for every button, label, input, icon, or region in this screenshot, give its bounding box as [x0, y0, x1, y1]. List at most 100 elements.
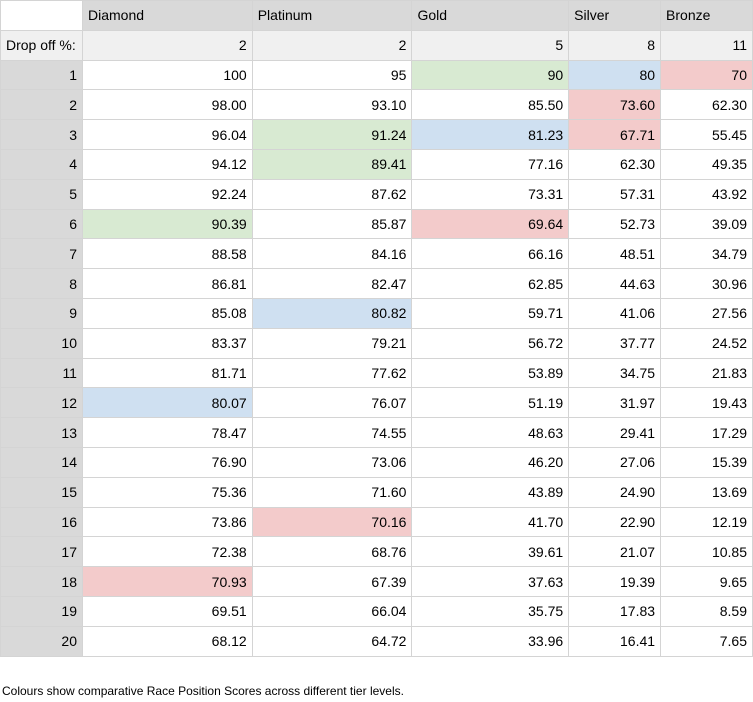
drop-off-value[interactable]: 5: [411, 29, 570, 61]
score-cell[interactable]: 87.62: [251, 178, 413, 210]
score-cell[interactable]: 69.64: [411, 208, 570, 240]
row-number[interactable]: 1: [0, 59, 83, 91]
score-cell[interactable]: 8.59: [660, 595, 753, 627]
drop-off-value[interactable]: 8: [568, 29, 662, 61]
row-number[interactable]: 2: [0, 89, 83, 121]
score-cell[interactable]: 90: [411, 59, 570, 91]
score-cell[interactable]: 24.52: [660, 327, 753, 359]
score-cell[interactable]: 84.16: [251, 238, 413, 270]
score-cell[interactable]: 67.71: [568, 119, 662, 150]
score-cell[interactable]: 22.90: [568, 506, 662, 538]
score-cell[interactable]: 62.30: [568, 148, 662, 180]
score-cell[interactable]: 68.76: [251, 536, 413, 568]
score-cell[interactable]: 86.81: [81, 268, 253, 299]
score-cell[interactable]: 72.38: [81, 536, 253, 568]
drop-off-value[interactable]: 2: [81, 29, 253, 61]
corner-cell[interactable]: [0, 0, 83, 31]
score-cell[interactable]: 55.45: [660, 119, 753, 150]
score-cell[interactable]: 80: [568, 59, 662, 91]
score-cell[interactable]: 95: [251, 59, 413, 91]
score-cell[interactable]: 81.23: [411, 119, 570, 150]
row-number[interactable]: 10: [0, 327, 83, 359]
score-cell[interactable]: 19.43: [660, 387, 753, 419]
score-cell[interactable]: 98.00: [81, 89, 253, 121]
score-cell[interactable]: 85.08: [81, 297, 253, 329]
score-cell[interactable]: 24.90: [568, 476, 662, 508]
score-cell[interactable]: 100: [81, 59, 253, 91]
score-cell[interactable]: 30.96: [660, 268, 753, 299]
score-cell[interactable]: 57.31: [568, 178, 662, 210]
score-cell[interactable]: 51.19: [411, 387, 570, 419]
score-cell[interactable]: 17.83: [568, 595, 662, 627]
score-cell[interactable]: 62.30: [660, 89, 753, 121]
score-cell[interactable]: 76.07: [251, 387, 413, 419]
score-cell[interactable]: 92.24: [81, 178, 253, 210]
score-cell[interactable]: 10.85: [660, 536, 753, 568]
score-cell[interactable]: 15.39: [660, 446, 753, 478]
score-cell[interactable]: 89.41: [251, 148, 413, 180]
score-cell[interactable]: 71.60: [251, 476, 413, 508]
score-cell[interactable]: 16.41: [568, 625, 662, 657]
score-cell[interactable]: 68.12: [81, 625, 253, 657]
score-cell[interactable]: 35.75: [411, 595, 570, 627]
score-cell[interactable]: 21.83: [660, 357, 753, 389]
score-cell[interactable]: 41.70: [411, 506, 570, 538]
column-header-silver[interactable]: Silver: [568, 0, 662, 31]
score-cell[interactable]: 13.69: [660, 476, 753, 508]
score-cell[interactable]: 77.16: [411, 148, 570, 180]
row-number[interactable]: 19: [0, 595, 83, 627]
drop-off-value[interactable]: 2: [251, 29, 413, 61]
column-header-gold[interactable]: Gold: [411, 0, 570, 31]
score-cell[interactable]: 49.35: [660, 148, 753, 180]
score-cell[interactable]: 69.51: [81, 595, 253, 627]
score-cell[interactable]: 56.72: [411, 327, 570, 359]
score-cell[interactable]: 39.09: [660, 208, 753, 240]
score-cell[interactable]: 64.72: [251, 625, 413, 657]
score-cell[interactable]: 7.65: [660, 625, 753, 657]
score-cell[interactable]: 76.90: [81, 446, 253, 478]
score-cell[interactable]: 43.92: [660, 178, 753, 210]
drop-off-label[interactable]: Drop off %:: [0, 29, 83, 61]
score-cell[interactable]: 62.85: [411, 268, 570, 299]
score-cell[interactable]: 41.06: [568, 297, 662, 329]
row-number[interactable]: 17: [0, 536, 83, 568]
row-number[interactable]: 18: [0, 566, 83, 597]
score-cell[interactable]: 80.07: [81, 387, 253, 419]
score-cell[interactable]: 73.06: [251, 446, 413, 478]
score-cell[interactable]: 44.63: [568, 268, 662, 299]
row-number[interactable]: 20: [0, 625, 83, 657]
score-cell[interactable]: 79.21: [251, 327, 413, 359]
score-cell[interactable]: 91.24: [251, 119, 413, 150]
score-cell[interactable]: 19.39: [568, 566, 662, 597]
row-number[interactable]: 13: [0, 417, 83, 448]
score-cell[interactable]: 94.12: [81, 148, 253, 180]
row-number[interactable]: 3: [0, 119, 83, 150]
score-cell[interactable]: 70: [660, 59, 753, 91]
score-cell[interactable]: 70.16: [251, 506, 413, 538]
score-cell[interactable]: 78.47: [81, 417, 253, 448]
row-number[interactable]: 6: [0, 208, 83, 240]
row-number[interactable]: 8: [0, 268, 83, 299]
score-cell[interactable]: 73.31: [411, 178, 570, 210]
score-cell[interactable]: 88.58: [81, 238, 253, 270]
score-cell[interactable]: 59.71: [411, 297, 570, 329]
score-cell[interactable]: 93.10: [251, 89, 413, 121]
row-number[interactable]: 15: [0, 476, 83, 508]
score-cell[interactable]: 12.19: [660, 506, 753, 538]
row-number[interactable]: 5: [0, 178, 83, 210]
score-cell[interactable]: 48.63: [411, 417, 570, 448]
score-cell[interactable]: 39.61: [411, 536, 570, 568]
score-cell[interactable]: 31.97: [568, 387, 662, 419]
score-cell[interactable]: 34.75: [568, 357, 662, 389]
score-cell[interactable]: 46.20: [411, 446, 570, 478]
score-cell[interactable]: 73.60: [568, 89, 662, 121]
row-number[interactable]: 9: [0, 297, 83, 329]
score-cell[interactable]: 75.36: [81, 476, 253, 508]
row-number[interactable]: 11: [0, 357, 83, 389]
score-cell[interactable]: 9.65: [660, 566, 753, 597]
score-cell[interactable]: 67.39: [251, 566, 413, 597]
column-header-platinum[interactable]: Platinum: [251, 0, 413, 31]
score-cell[interactable]: 34.79: [660, 238, 753, 270]
score-cell[interactable]: 81.71: [81, 357, 253, 389]
score-cell[interactable]: 85.50: [411, 89, 570, 121]
